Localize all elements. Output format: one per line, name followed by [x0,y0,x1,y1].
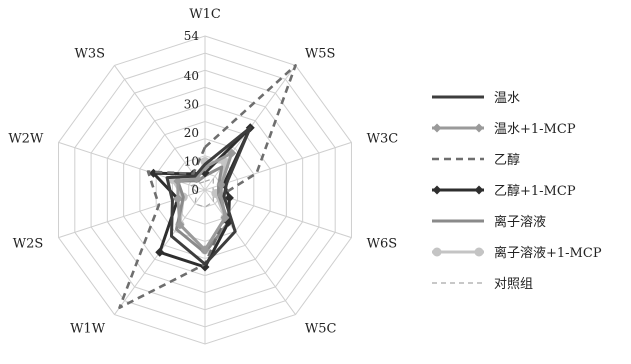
grid-spoke [204,189,296,315]
axis-label-w5s: W5S [305,46,336,61]
series-line [165,126,252,266]
legend-item-乙醇-plus-1-mcp: 乙醇+1-MCP [432,183,576,199]
series-layer [118,64,297,309]
legend-label: 乙醇 [494,152,520,168]
legend-item-对照组: 对照组 [432,277,533,292]
grid-spoke [114,65,206,191]
axis-label-w5c: W5C [305,322,337,337]
axis-label-w3c: W3C [367,131,399,146]
legend-marker [474,247,484,257]
series-line [190,177,214,208]
data-point [227,148,237,158]
legend-marker [474,123,484,133]
legend-item-温水-plus-1-mcp: 温水+1-MCP [432,122,576,137]
legend-marker [432,185,442,195]
tick-label: 30 [184,97,199,111]
legend-label: 离子溶液 [494,214,546,230]
data-point [173,176,183,186]
legend-label: 温水+1-MCP [494,122,576,137]
axis-labels: 01020304054W1CW5SW3CW6SW5CW1SW1WW2SW2WW3… [8,7,398,364]
data-point [200,245,210,255]
legend-label: 温水 [494,91,520,106]
axis-label-w1c: W1C [189,7,221,22]
legend-item-离子溶液: 离子溶液 [432,214,546,230]
legend-marker [474,185,484,195]
data-point [175,220,185,230]
legend-item-温水: 温水 [432,91,520,106]
data-point [155,247,165,257]
tick-label: 10 [184,154,199,168]
legend-label: 离子溶液+1-MCP [494,245,602,261]
tick-label: 20 [184,126,199,140]
legend-label: 乙醇+1-MCP [494,183,576,199]
legend-item-离子溶液-plus-1-mcp: 离子溶液+1-MCP [432,245,602,261]
tick-label: 54 [184,29,200,43]
axis-label-w2s: W2S [13,237,44,252]
tick-label: 0 [191,183,199,197]
legend-marker [432,247,442,257]
axis-label-w2w: W2W [8,131,44,146]
axis-label-w1w: W1W [70,322,106,337]
data-point [220,213,230,223]
series-对照组 [190,177,214,208]
data-point [224,193,234,203]
tick-label: 40 [184,69,199,83]
axis-label-w6s: W6S [367,237,398,252]
legend-item-乙醇: 乙醇 [432,152,520,168]
grid-spoke [204,141,352,191]
series-温水 [165,126,252,266]
data-point [216,180,226,190]
legend-marker [432,123,442,133]
axis-label-w3s: W3S [75,46,106,61]
series-温水-plus-1-mcp [173,148,237,255]
radar-grid [58,35,352,345]
data-point [173,194,183,204]
legend-label: 对照组 [494,277,533,292]
